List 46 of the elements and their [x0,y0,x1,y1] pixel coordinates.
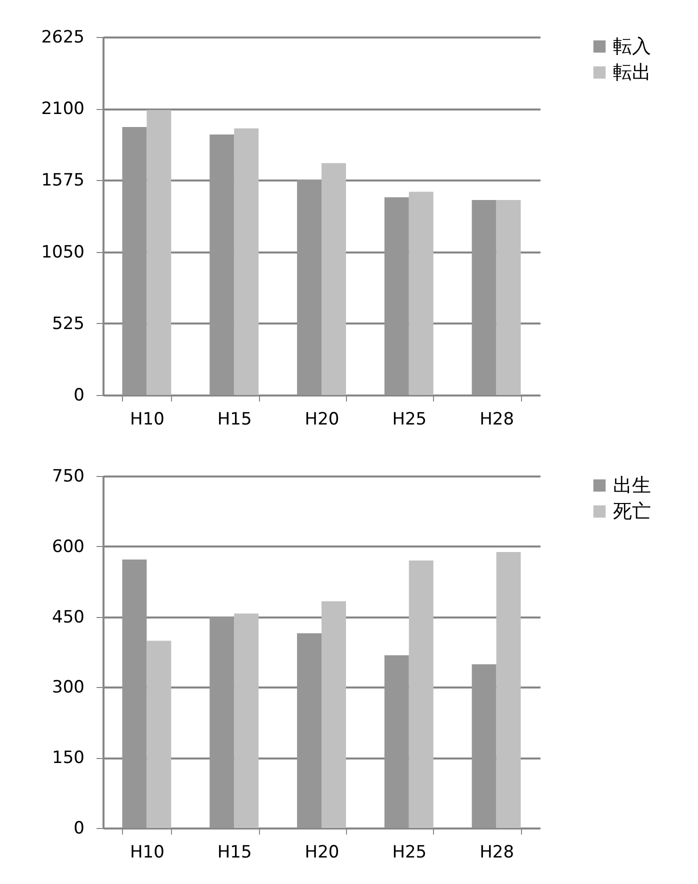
y-tick-label: 750 [52,466,84,486]
bar [234,614,259,828]
bar [210,616,234,828]
bar [210,134,234,395]
x-tick-label: H20 [304,410,340,430]
bar [146,110,172,395]
x-tick-label: H10 [130,410,164,430]
bar [297,633,322,828]
bar [122,127,147,395]
legend-label: 転入 [613,36,651,58]
bar [322,163,346,395]
x-tick-label: H28 [480,410,514,430]
x-tick-label: H25 [392,842,427,862]
y-tick-label: 1575 [41,170,84,191]
bar [496,200,521,395]
bar [297,180,322,395]
bar [122,560,147,828]
legend-label: 転出 [613,62,651,84]
x-tick-label: H15 [217,410,252,430]
y-tick-label: 1050 [41,242,84,262]
x-tick-label: H15 [217,842,252,862]
y-tick-label: 300 [52,678,84,698]
bar [384,655,409,828]
y-tick-label: 0 [74,386,84,406]
x-tick-label: H28 [480,842,514,862]
y-tick-label: 2100 [41,99,84,120]
bar [384,197,409,395]
y-tick-label: 600 [52,536,84,557]
y-tick-label: 450 [52,607,84,628]
bar [472,664,496,828]
legend-label: 出生 [613,474,651,496]
bar [472,200,496,395]
bar [408,560,434,828]
y-tick-label: 150 [52,748,84,768]
x-tick-label: H20 [304,842,340,862]
x-tick-label: H25 [392,410,427,430]
y-tick-label: 0 [74,818,84,838]
bar [322,601,346,828]
bar [408,192,434,395]
bar [234,128,259,395]
legend-label: 死亡 [613,500,651,522]
bar [496,552,521,828]
x-tick-label: H10 [130,842,164,862]
y-tick-label: 525 [52,314,84,334]
bar [146,640,172,828]
y-tick-label: 2625 [41,28,84,48]
